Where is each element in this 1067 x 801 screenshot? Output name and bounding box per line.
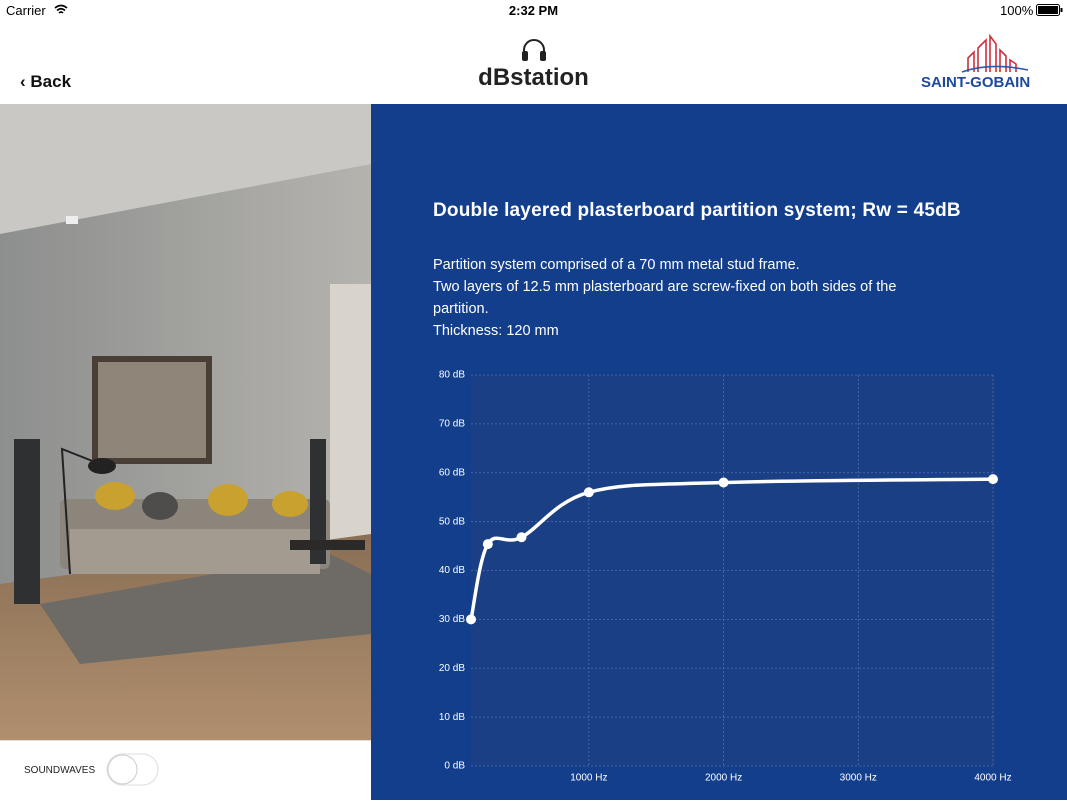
back-button[interactable]: ‹ Back xyxy=(20,72,71,92)
y-tick-label: 80 dB xyxy=(439,370,465,381)
y-tick-label: 30 dB xyxy=(439,614,465,625)
soundwaves-toggle[interactable] xyxy=(106,753,160,787)
description-line: Thickness: 120 mm xyxy=(433,323,559,339)
carrier: Carrier xyxy=(6,3,46,18)
y-tick-label: 60 dB xyxy=(439,467,465,478)
soundwaves-label: SOUNDWAVES xyxy=(24,765,96,776)
description: Partition system comprised of a 70 mm me… xyxy=(433,254,953,342)
y-tick-label: 40 dB xyxy=(439,565,465,576)
back-icon: ‹ xyxy=(20,72,26,91)
wifi-icon xyxy=(54,4,68,14)
x-tick-label: 3000 Hz xyxy=(840,773,877,784)
x-tick-label: 1000 Hz xyxy=(570,773,607,784)
y-tick-label: 10 dB xyxy=(439,712,465,723)
detail-panel: Double layered plasterboard partition sy… xyxy=(371,104,1067,800)
x-tick-label: 4000 Hz xyxy=(974,773,1011,784)
data-point xyxy=(988,474,998,485)
status-bar: Carrier 2:32 PM 100% xyxy=(0,0,1067,20)
logo-mark xyxy=(961,34,1029,73)
battery-level: 100% xyxy=(1000,3,1034,18)
battery-icon xyxy=(1036,4,1063,16)
app-title: dBstation xyxy=(478,64,589,91)
data-point xyxy=(718,477,729,488)
description-line: Partition system comprised of a 70 mm me… xyxy=(433,257,800,273)
data-point xyxy=(482,539,493,550)
back-label: Back xyxy=(30,72,72,91)
room-photo xyxy=(0,104,371,740)
data-point xyxy=(466,614,476,625)
y-tick-label: 0 dB xyxy=(444,761,465,772)
y-tick-label: 20 dB xyxy=(439,663,465,674)
headphones-icon xyxy=(522,39,546,61)
description-line: Two layers of 12.5 mm plasterboard are s… xyxy=(433,279,897,317)
x-tick-label: 2000 Hz xyxy=(705,773,742,784)
heading: Double layered plasterboard partition sy… xyxy=(433,200,961,221)
nav-bar: ‹ Back dBstation SAINT-GOBAIN xyxy=(0,20,1067,104)
logo-text: SAINT-GOBAIN xyxy=(921,74,1031,91)
y-tick-label: 70 dB xyxy=(439,419,465,430)
data-point xyxy=(583,487,594,498)
chart: 0 dB 10 dB 20 dB 30 dB 40 dB 50 dB 60 dB 70 dB 8… xyxy=(439,370,1012,784)
time: 2:32 PM xyxy=(508,3,559,18)
y-tick-label: 50 dB xyxy=(439,516,465,527)
data-point xyxy=(516,532,527,543)
bottom-bar: SOUNDWAVES xyxy=(0,740,371,801)
